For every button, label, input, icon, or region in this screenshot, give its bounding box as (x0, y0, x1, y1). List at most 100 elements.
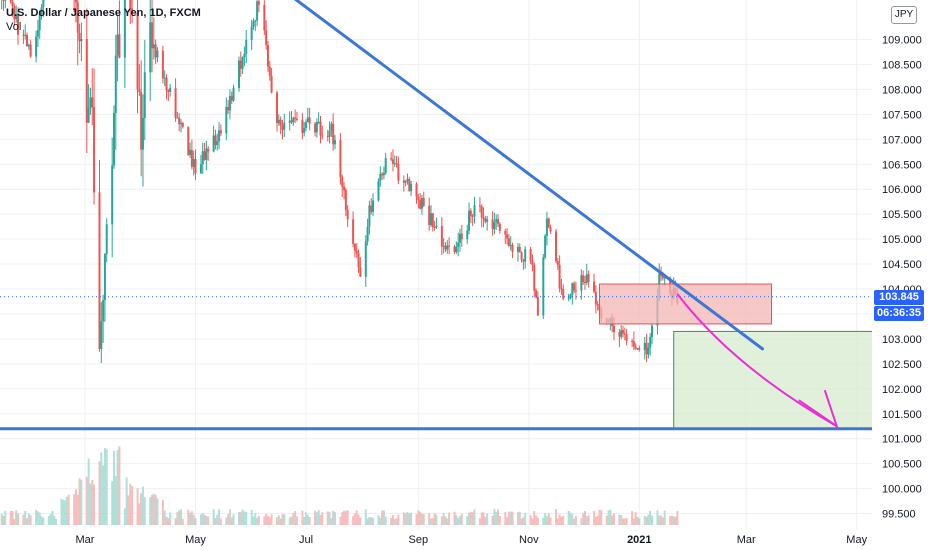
chart-grid (0, 0, 872, 530)
candle-body (35, 36, 38, 57)
volume-bar (507, 511, 510, 525)
candle-body (194, 158, 197, 174)
y-tick-label: 105.500 (882, 209, 922, 221)
volume-bar (98, 461, 101, 525)
volume-bar (38, 512, 41, 525)
volume-bar (448, 512, 451, 525)
volume-bar (420, 513, 423, 525)
candle-body (131, 8, 134, 13)
candle-body (102, 300, 105, 322)
candle-body (574, 290, 577, 292)
volume-bar (11, 510, 14, 525)
volume-bar (516, 512, 519, 525)
volume-bar (29, 515, 32, 525)
volume-bar (199, 514, 202, 525)
volume-bar (152, 493, 155, 525)
volume-bar (484, 516, 487, 525)
volume-bar (631, 511, 634, 525)
candle-body (372, 200, 375, 212)
volume-bar (382, 510, 385, 525)
volume-bar (315, 512, 318, 525)
volume-bar (93, 484, 96, 525)
candle-body (225, 106, 228, 134)
symbol-title[interactable]: U.S. Dollar / Japanese Yen, 1D, FXCM (6, 7, 201, 19)
volume-bar (585, 516, 588, 525)
candle-body (176, 117, 179, 119)
volume-bar (497, 509, 500, 525)
candle-body (201, 151, 204, 165)
candle-body (187, 126, 190, 155)
volume-bar (256, 517, 259, 525)
volume-bar (478, 518, 481, 525)
currency-badge[interactable]: JPY (891, 6, 917, 24)
candle-body (212, 135, 215, 152)
volume-bar (295, 516, 298, 525)
volume-bar (283, 514, 286, 525)
volume-bar (118, 446, 121, 525)
volume-bar (91, 480, 94, 525)
volume-bar (379, 517, 382, 525)
volume-bar (471, 512, 474, 525)
volume-bar (609, 509, 612, 525)
candle-body (346, 210, 349, 220)
volume-bar (0, 513, 3, 525)
candle-body (257, 1, 260, 5)
candle-body (554, 231, 557, 261)
projection-arrowhead (798, 389, 839, 429)
volume-bar (252, 516, 255, 525)
volume-bar (384, 516, 387, 525)
volume-bar (116, 449, 119, 525)
candle-body (518, 246, 521, 253)
volume-bar (35, 509, 38, 525)
candle-body (547, 218, 550, 228)
candle-body (366, 226, 369, 242)
candle-body (558, 264, 561, 289)
volume-bar (605, 515, 608, 525)
volume-bar (151, 494, 154, 525)
candle-body (453, 246, 456, 253)
candle-body (192, 158, 195, 167)
candle-countdown-tag: 06:36:35 (874, 306, 924, 321)
volume-bar (535, 515, 538, 525)
volume-bar (42, 517, 45, 525)
candle-body (381, 173, 384, 176)
candle-body (205, 148, 208, 160)
x-tick-label: Sep (409, 534, 429, 546)
volume-bar (504, 512, 507, 525)
volume-bar (102, 465, 105, 525)
candle-body (533, 264, 536, 291)
volume-bar (406, 512, 409, 525)
volume-bar (618, 514, 621, 525)
price-axis-bg (872, 0, 932, 530)
y-tick-label: 102.000 (882, 384, 922, 396)
candle-body (498, 223, 501, 232)
candle-body (583, 282, 586, 284)
candle-body (317, 121, 320, 123)
volume-bar (103, 447, 106, 525)
volume-bar (51, 511, 54, 525)
candle-body (303, 128, 306, 133)
volume-bar (344, 511, 347, 525)
candle-body (457, 242, 460, 248)
candle-body (440, 225, 443, 247)
volume-bar (230, 517, 233, 525)
volume-bar (257, 515, 260, 525)
volume-bar (408, 513, 411, 525)
volume-bar (138, 503, 141, 525)
volume-bar (218, 509, 221, 525)
candle-body (40, 7, 43, 15)
volume-bar (549, 517, 552, 525)
candle-body (232, 88, 235, 101)
y-tick-label: 107.500 (882, 109, 922, 121)
candle-body (435, 225, 438, 228)
y-tick-label: 100.000 (882, 484, 922, 496)
candle-body (395, 163, 398, 165)
candle-body (391, 159, 394, 164)
candle-body (85, 39, 88, 123)
volume-label[interactable]: Vol (6, 21, 22, 33)
volume-bar (435, 514, 438, 525)
candle-body (292, 117, 295, 123)
candle-body (203, 151, 206, 160)
volume-bar (529, 515, 532, 525)
